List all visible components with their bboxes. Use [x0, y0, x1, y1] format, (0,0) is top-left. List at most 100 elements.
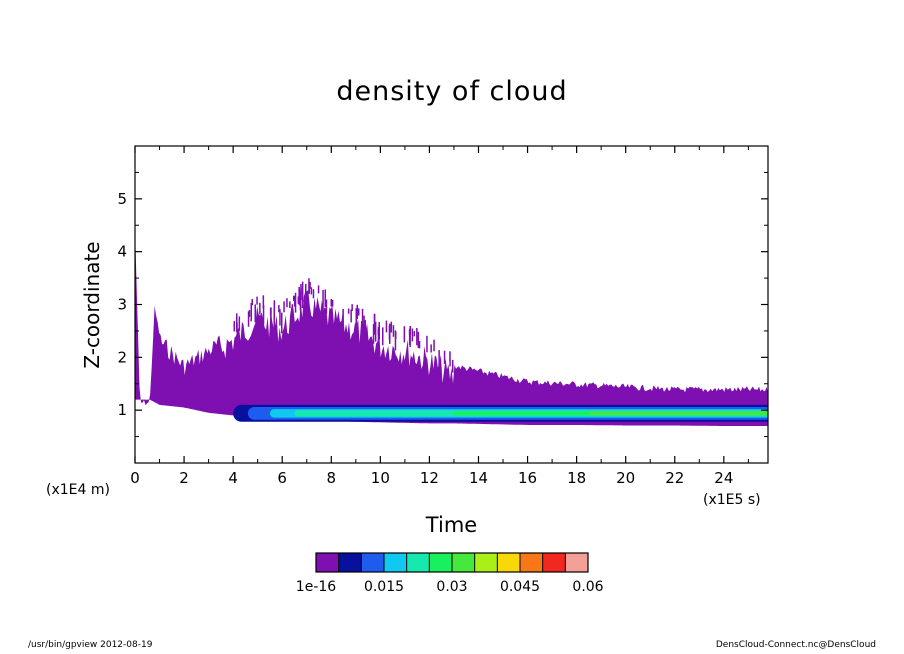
colorbar-swatch: [452, 553, 475, 572]
cloud-spike: [324, 289, 326, 307]
x-axis-label: Time: [425, 513, 478, 537]
cloud-spike: [443, 350, 446, 364]
cloud-spike: [238, 316, 241, 331]
cloud-spike: [394, 330, 397, 351]
colorbar-swatch: [520, 553, 543, 572]
cloud-spike: [301, 288, 304, 308]
colorbar-label: 1e-16: [296, 579, 336, 595]
density-band-6: [588, 411, 768, 415]
cloud-spike: [413, 331, 415, 337]
cloud-spike: [361, 308, 364, 330]
cloud-spike: [373, 313, 376, 330]
cloud-spike: [382, 327, 384, 346]
colorbar-swatch: [474, 553, 498, 572]
colorbar-label: 0.03: [436, 579, 467, 595]
cloud-spike: [430, 344, 432, 353]
y-tick-label: 4: [117, 243, 127, 261]
cloud-spike: [322, 290, 324, 310]
cloud-spike: [294, 295, 296, 307]
cloud-spike: [309, 282, 311, 289]
cloud-spike: [300, 284, 302, 300]
cloud-spike: [347, 308, 350, 314]
colorbar-label: 0.06: [572, 579, 603, 595]
cloud-spike: [273, 300, 276, 311]
cloud-spike: [356, 304, 358, 319]
cloud-spike: [254, 304, 256, 323]
cloud-spike: [416, 328, 418, 346]
cloud-spike: [233, 321, 235, 332]
colorbar-swatch: [565, 553, 588, 572]
cloud-spike: [262, 305, 265, 324]
cloud-spike: [312, 289, 315, 299]
colorbar-swatch: [316, 553, 339, 572]
cloud-spike: [452, 359, 454, 373]
cloud-spike: [293, 295, 295, 301]
cloud-spike: [259, 302, 261, 315]
x-tick-label: 20: [616, 469, 635, 487]
y-tick-label: 2: [117, 348, 127, 366]
cloud-spike: [408, 328, 411, 336]
cloud-spike: [378, 322, 380, 340]
cloud-spike: [392, 325, 395, 337]
cloud-spike: [281, 312, 283, 334]
cloud-spike: [279, 309, 281, 326]
cloud-spike: [377, 326, 380, 345]
cloud-spike: [449, 351, 451, 361]
cloud-spike: [409, 332, 411, 347]
x-tick-label: 18: [567, 469, 586, 487]
cloud-spike: [388, 325, 391, 333]
colorbar-swatch: [497, 553, 520, 572]
cloud-body-region: [135, 228, 768, 426]
cloud-spike: [251, 298, 253, 306]
cloud-spike: [310, 287, 313, 295]
cloud-spike: [426, 335, 428, 353]
footer-right: DensCloud-Connect.nc@DensCloud: [715, 640, 876, 650]
colorbar-swatch: [338, 553, 362, 572]
cloud-spike: [289, 301, 291, 309]
cloud-spike: [363, 315, 365, 329]
cloud-spike: [298, 288, 301, 306]
cloud-spike: [418, 341, 421, 349]
x-tick-label: 0: [130, 469, 140, 487]
chart-title: density of cloud: [336, 76, 568, 107]
cloud-spike: [305, 283, 307, 302]
colorbar-swatch: [384, 553, 407, 572]
colorbar-swatch: [406, 553, 430, 572]
cloud-spike: [236, 322, 238, 332]
cloud-spike: [417, 331, 420, 348]
footer-left: /usr/bin/gpview 2012-08-19: [28, 640, 153, 650]
cloud-spike: [385, 320, 388, 333]
cloud-spike: [388, 332, 391, 340]
y-axis-unit: (x1E4 m): [46, 482, 110, 498]
x-tick-label: 16: [518, 469, 537, 487]
x-tick-label: 2: [179, 469, 189, 487]
y-tick-label: 1: [117, 401, 127, 419]
colorbar-swatch: [361, 553, 384, 572]
cloud-spike: [433, 339, 435, 352]
cloud-spike: [351, 304, 353, 311]
x-tick-label: 22: [665, 469, 684, 487]
cloud-spike: [297, 296, 300, 304]
cloud-spike: [364, 320, 366, 338]
cloud-spike: [317, 285, 320, 294]
colorbar-frame: [315, 552, 589, 573]
x-tick-label: 4: [228, 469, 238, 487]
cloud-spike: [248, 310, 251, 317]
plot-area: [135, 228, 768, 426]
x-tick-label: 12: [420, 469, 439, 487]
colorbar-label: 0.015: [364, 579, 404, 595]
x-tick-label: 24: [714, 469, 733, 487]
cloud-spike: [331, 299, 334, 307]
cloud-spike: [350, 309, 352, 323]
cloud-spike: [250, 302, 252, 322]
colorbar-swatch: [429, 553, 452, 572]
cloud-spike: [262, 295, 265, 309]
cloud-spike: [247, 311, 250, 327]
cloud-spike: [330, 299, 332, 307]
x-axis-unit: (x1E5 s): [703, 492, 761, 508]
cloud-spike: [372, 324, 375, 344]
cloud-spike: [325, 299, 328, 314]
cloud-spike: [449, 359, 451, 367]
